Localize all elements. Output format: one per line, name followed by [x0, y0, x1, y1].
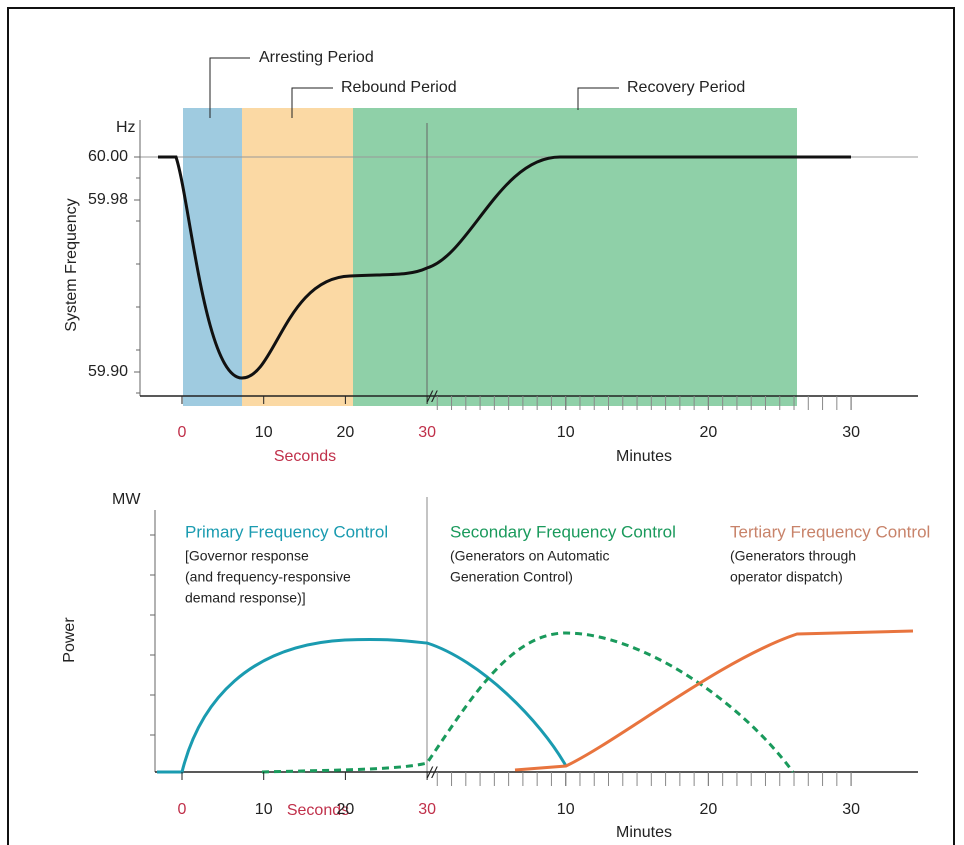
y-label: System Frequency [63, 198, 80, 331]
tertiary-curve [514, 629, 914, 772]
y-tick-label: 60.00 [88, 148, 128, 165]
primary-curve [157, 638, 568, 774]
control-title: Tertiary Frequency Control [730, 522, 930, 541]
minutes-label: Minutes [616, 824, 672, 841]
control-description: (Generators through [730, 548, 856, 564]
seconds-label: Seconds [287, 802, 349, 819]
x-tick-label: 0 [178, 424, 187, 441]
x-tick-label: 20 [700, 801, 718, 818]
x-tick-label: 30 [418, 801, 436, 818]
control-title: Primary Frequency Control [185, 522, 388, 541]
x-tick-label: 10 [557, 424, 575, 441]
period-label: Rebound Period [341, 79, 457, 96]
frame [7, 7, 955, 845]
y-tick-label: 59.98 [88, 191, 128, 208]
control-description: operator dispatch) [730, 569, 843, 585]
rebound-band [242, 108, 353, 406]
control-description: (and frequency-responsive [185, 569, 351, 585]
x-tick-label: 10 [557, 801, 575, 818]
axis-break: // [427, 389, 438, 406]
x-tick-label: 30 [418, 424, 436, 441]
x-tick-label: 30 [842, 424, 860, 441]
axis-break: // [427, 765, 438, 782]
x-tick-label: 0 [178, 801, 187, 818]
seconds-label: Seconds [274, 448, 336, 465]
period-label: Recovery Period [627, 79, 745, 96]
control-description: demand response)] [185, 590, 306, 606]
x-tick-label: 20 [337, 424, 355, 441]
y-unit: Hz [116, 119, 136, 136]
control-title: Secondary Frequency Control [450, 522, 676, 541]
leader-lines [209, 57, 619, 118]
y-label: Power [61, 617, 78, 663]
x-tick-label: 20 [337, 801, 355, 818]
period-label: Arresting Period [259, 49, 374, 66]
control-description: (Generators on Automatic [450, 548, 610, 564]
arresting-band [183, 108, 242, 406]
secondary-curve [261, 631, 795, 774]
x-tick-label: 10 [255, 424, 273, 441]
minutes-label: Minutes [616, 448, 672, 465]
control-description: [Governor response [185, 548, 309, 564]
x-tick-label: 30 [842, 801, 860, 818]
x-tick-label: 20 [700, 424, 718, 441]
recovery-band [353, 108, 797, 406]
x-tick-label: 10 [255, 801, 273, 818]
frequency-curve [158, 155, 851, 380]
y-unit: MW [112, 491, 141, 508]
control-description: Generation Control) [450, 569, 573, 585]
y-axis-ticks [150, 534, 155, 736]
y-tick-label: 59.90 [88, 363, 128, 380]
